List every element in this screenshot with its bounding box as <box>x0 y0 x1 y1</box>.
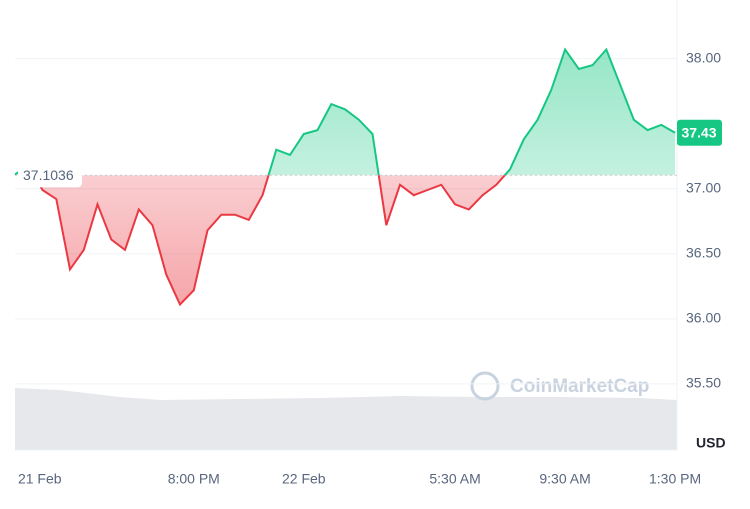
y-tick-label: 35.50 <box>686 375 721 391</box>
area-down <box>34 175 505 305</box>
watermark-logo <box>470 371 500 401</box>
last-price-label: 37.43 <box>681 124 716 140</box>
y-tick-label: 38.00 <box>686 49 721 65</box>
y-tick-label: 36.00 <box>686 310 721 326</box>
price-line-down <box>15 175 507 307</box>
x-tick-label: 21 Feb <box>18 471 62 487</box>
last-price-box <box>677 119 722 146</box>
baseline-label: 37.1036 <box>23 167 74 183</box>
baseline-label-box <box>18 163 82 188</box>
watermark: CoinMarketCap <box>470 371 649 401</box>
watermark-text: CoinMarketCap <box>510 376 649 397</box>
currency-label: USD <box>696 435 726 451</box>
x-tick-label: 9:30 AM <box>539 471 590 487</box>
x-tick-label: 22 Feb <box>282 471 326 487</box>
area-up <box>15 49 676 176</box>
volume-area <box>15 388 677 450</box>
x-tick-label: 8:00 PM <box>168 471 220 487</box>
price-line-up <box>14 47 676 176</box>
y-tick-label: 36.50 <box>686 244 721 260</box>
x-tick-label: 5:30 AM <box>429 471 480 487</box>
x-tick-label: 1:30 PM <box>649 471 701 487</box>
y-tick-label: 37.00 <box>686 179 721 195</box>
